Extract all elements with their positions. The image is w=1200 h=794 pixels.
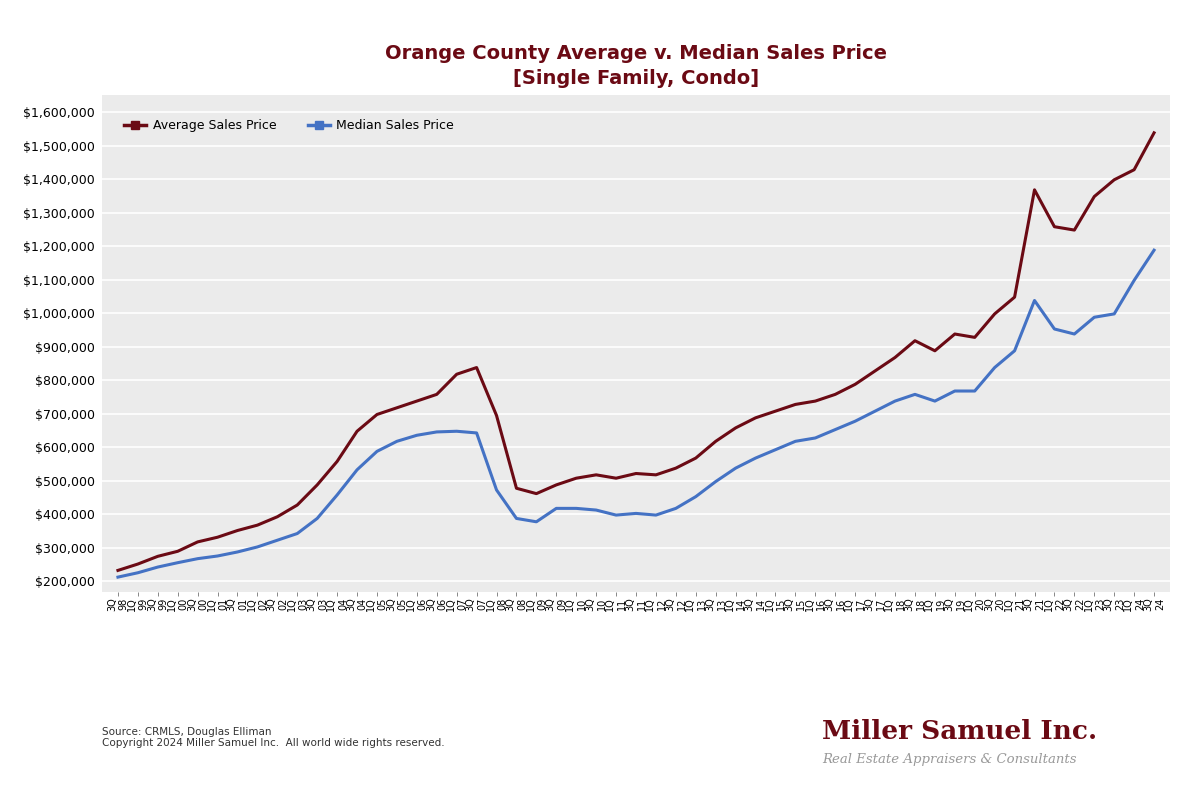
Legend: Average Sales Price, Median Sales Price: Average Sales Price, Median Sales Price	[119, 114, 460, 137]
Text: Real Estate Appraisers & Consultants: Real Estate Appraisers & Consultants	[822, 753, 1076, 765]
Text: Miller Samuel Inc.: Miller Samuel Inc.	[822, 719, 1097, 743]
Title: Orange County Average v. Median Sales Price
[Single Family, Condo]: Orange County Average v. Median Sales Pr…	[385, 44, 887, 88]
Text: Source: CRMLS, Douglas Elliman
Copyright 2024 Miller Samuel Inc.  All world wide: Source: CRMLS, Douglas Elliman Copyright…	[102, 727, 445, 748]
